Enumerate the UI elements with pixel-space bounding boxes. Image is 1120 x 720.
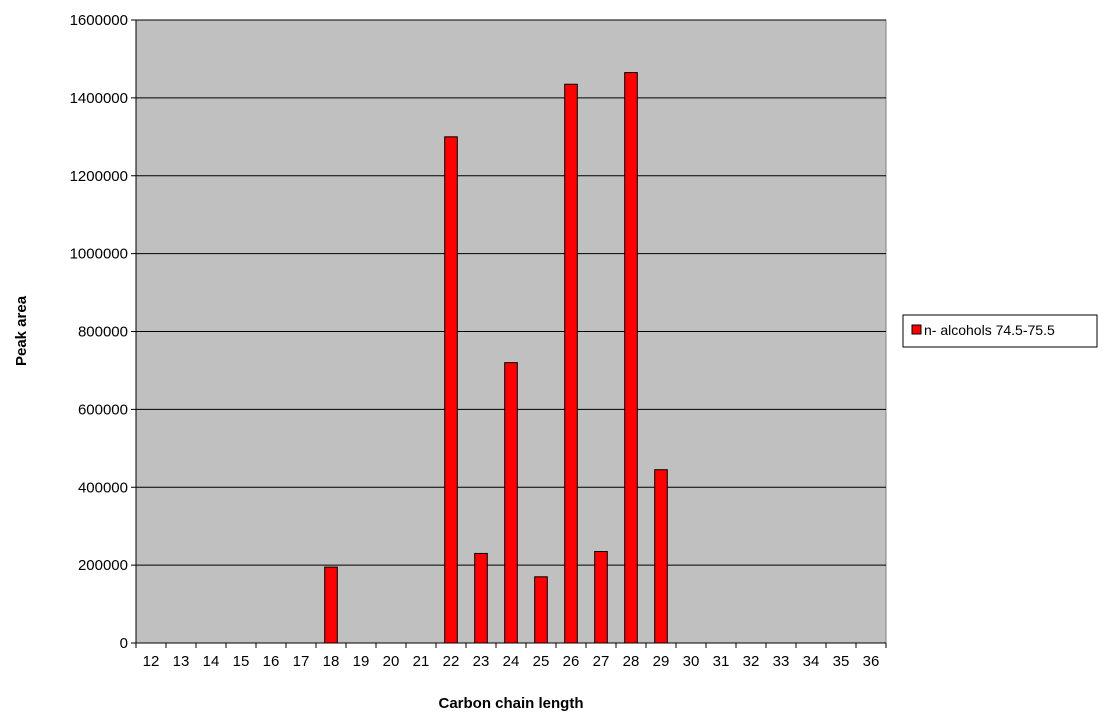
- bar-23: [474, 552, 488, 644]
- y-axis: 0 200000 400000 600000 800000 1000000 1200000 1…: [70, 12, 137, 652]
- y-tick-label: 600000: [78, 401, 128, 418]
- bar-26: [564, 83, 578, 644]
- x-tick-label: 33: [773, 653, 790, 670]
- x-tick-label: 30: [683, 653, 700, 670]
- x-tick-label: 15: [233, 653, 250, 670]
- bar-18: [324, 566, 338, 644]
- x-tick-label: 12: [143, 653, 160, 670]
- y-tick-label: 1600000: [70, 12, 128, 29]
- bar-27: [594, 550, 608, 644]
- x-tick-label: 21: [413, 653, 430, 670]
- y-tick-label: 1200000: [70, 168, 128, 185]
- x-tick-label: 26: [563, 653, 580, 670]
- legend-box: [902, 314, 1098, 348]
- y-tick-label: 400000: [78, 479, 128, 496]
- y-tick-label: 1400000: [70, 90, 128, 107]
- x-tick-label: 27: [593, 653, 610, 670]
- x-tick-label: 18: [323, 653, 340, 670]
- bar-25: [534, 576, 548, 644]
- x-tick-label: 36: [863, 653, 880, 670]
- legend: n- alcohols 74.5-75.5: [902, 314, 1098, 348]
- bar-series: [324, 72, 668, 644]
- x-tick-label: 23: [473, 653, 490, 670]
- x-axis-title: Carbon chain length: [438, 695, 583, 712]
- legend-swatch: [911, 324, 922, 335]
- x-tick-label: 17: [293, 653, 310, 670]
- x-tick-label: 29: [653, 653, 670, 670]
- bar-29: [654, 469, 668, 644]
- x-axis: 12 13 14 15 16 17 18 19 20 21 22 23 24 25 26 27 28 29 30 31…: [135, 642, 887, 670]
- x-tick-label: 13: [173, 653, 190, 670]
- x-tick-label: 19: [353, 653, 370, 670]
- x-tick-label: 35: [833, 653, 850, 670]
- gridlines: [136, 19, 886, 566]
- bar-24: [504, 362, 518, 644]
- y-axis-title: Peak area: [13, 295, 30, 366]
- x-tick-label: 16: [263, 653, 280, 670]
- x-tick-label: 32: [743, 653, 760, 670]
- x-tick-label: 14: [203, 653, 220, 670]
- legend-label: n- alcohols 74.5-75.5: [924, 322, 1055, 338]
- x-tick-label: 20: [383, 653, 400, 670]
- x-tick-label: 31: [713, 653, 730, 670]
- x-tick-label: 34: [803, 653, 820, 670]
- bar-28: [624, 72, 638, 644]
- x-tick-label: 24: [503, 653, 520, 670]
- y-tick-label: 1000000: [70, 246, 128, 263]
- x-tick-label: 28: [623, 653, 640, 670]
- y-tick-label: 200000: [78, 557, 128, 574]
- bar-22: [444, 136, 458, 644]
- x-tick-label: 22: [443, 653, 460, 670]
- y-tick-label: 800000: [78, 324, 128, 341]
- x-tick-label: 25: [533, 653, 550, 670]
- y-tick-label: 0: [120, 635, 128, 652]
